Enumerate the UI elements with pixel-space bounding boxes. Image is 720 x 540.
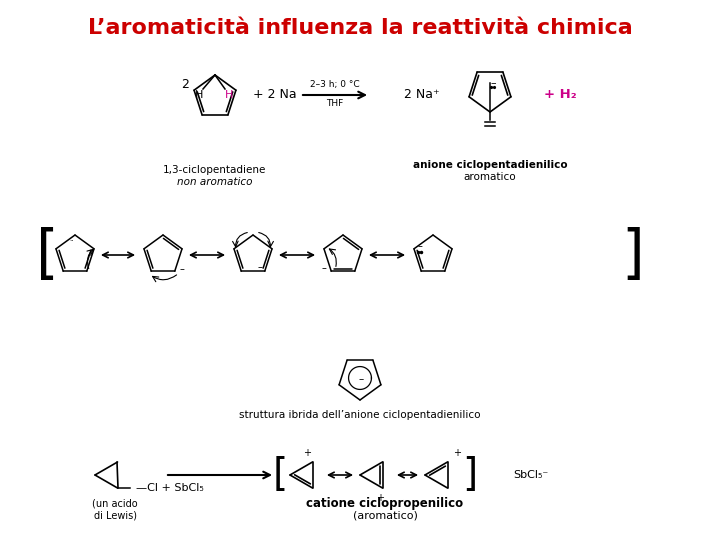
Text: THF: THF (326, 99, 343, 109)
Text: ]: ] (462, 456, 477, 494)
Text: —Cl + SbCl₅: —Cl + SbCl₅ (135, 483, 203, 493)
Text: (aromatico): (aromatico) (353, 511, 418, 521)
Text: 2 Na⁺: 2 Na⁺ (404, 89, 440, 102)
Text: –: – (490, 78, 496, 89)
Text: 2: 2 (181, 78, 189, 91)
Text: ..: .. (70, 236, 74, 242)
Text: catione ciclopropenilico: catione ciclopropenilico (307, 496, 464, 510)
Text: + H₂: + H₂ (544, 89, 576, 102)
Text: –: – (418, 241, 423, 251)
Text: [: [ (35, 226, 58, 284)
Text: ]: ] (621, 226, 644, 284)
Text: H: H (225, 90, 233, 100)
Text: struttura ibrida dell’anione ciclopentadienilico: struttura ibrida dell’anione ciclopentad… (239, 410, 481, 420)
Text: +: + (303, 448, 311, 458)
Text: –: – (179, 264, 184, 274)
Text: (un acido: (un acido (92, 499, 138, 509)
Text: –: – (322, 263, 327, 273)
Text: H: H (195, 90, 203, 100)
Text: + 2 Na: + 2 Na (253, 89, 297, 102)
Text: –: – (359, 374, 364, 384)
Text: [: [ (272, 456, 287, 494)
Text: SbCl₅⁻: SbCl₅⁻ (513, 470, 548, 480)
Text: 1,3-ciclopentadiene: 1,3-ciclopentadiene (163, 165, 266, 175)
Text: –: – (257, 262, 262, 272)
Text: +: + (376, 493, 384, 503)
Text: +: + (453, 448, 461, 458)
Text: L’aromaticità influenza la reattività chimica: L’aromaticità influenza la reattività ch… (88, 18, 632, 38)
Text: aromatico: aromatico (464, 172, 516, 182)
Text: di Lewis): di Lewis) (94, 510, 137, 520)
Text: anione ciclopentadienilico: anione ciclopentadienilico (413, 160, 567, 170)
Text: 2–3 h; 0 °C: 2–3 h; 0 °C (310, 80, 360, 90)
Text: non aromatico: non aromatico (177, 177, 253, 187)
